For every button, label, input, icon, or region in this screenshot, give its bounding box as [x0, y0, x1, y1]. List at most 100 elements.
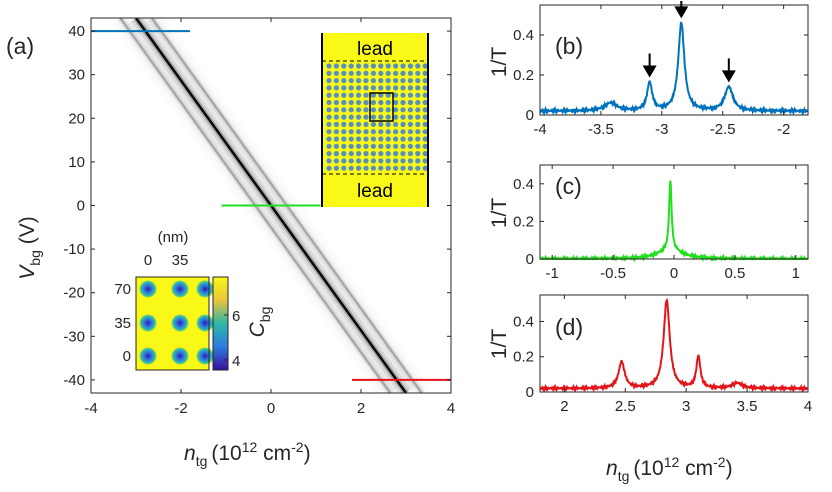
lattice-dot [378, 121, 384, 127]
lattice-dot [422, 70, 428, 76]
lattice-dot [407, 151, 413, 157]
lattice-dot [385, 85, 391, 91]
a-ytick-label-2: 20 [68, 110, 85, 127]
lattice-dot [370, 78, 376, 84]
lattice-dot [378, 165, 384, 171]
lattice-dot [415, 70, 421, 76]
unit-cell-box [369, 92, 394, 122]
lattice-dot [378, 99, 384, 106]
potential-dot [139, 280, 157, 298]
lattice-dot [348, 151, 354, 157]
lattice-dot [348, 63, 354, 69]
lattice-dot [385, 143, 391, 149]
lattice-dot [385, 136, 391, 142]
panel-b-frame [539, 4, 809, 116]
a-xtick-label-4: 4 [447, 400, 455, 417]
lattice-dot [385, 114, 391, 120]
a-ytick-label-0: 40 [68, 23, 85, 40]
lattice-dot [400, 70, 406, 76]
lattice-dot [341, 63, 347, 69]
lattice-dot [356, 129, 362, 135]
lattice-dot [370, 129, 376, 135]
inset-unit-label: (nm) [158, 229, 189, 246]
lattice-dot [370, 92, 376, 98]
lattice-dot [407, 63, 413, 69]
lattice-dot [326, 143, 332, 149]
lattice-dot [326, 165, 332, 171]
lattice-dot [326, 70, 332, 76]
d-xlabel-cm: cm [679, 457, 713, 480]
lattice-dot [385, 151, 391, 157]
line-panels: -4 -3.5 -3 -2.5 -200.20.41/T(b)-1 -0.5 0 0.5 100… [488, 1, 812, 415]
lattice-dot [363, 165, 369, 171]
lattice-dot [348, 158, 354, 164]
panel-d-frame [539, 294, 809, 393]
lattice-dot [407, 165, 413, 171]
lead-inset: lead lead [321, 33, 429, 207]
lattice-dot [348, 114, 354, 120]
lattice-dot [363, 158, 369, 164]
lattice-dot [348, 143, 354, 149]
lattice-dot [393, 99, 399, 106]
lattice-dot [393, 151, 399, 157]
panel-d-xlabel: ntg (1012 cm-2) [606, 454, 733, 484]
potential-dot [196, 314, 214, 332]
lattice-dot [393, 107, 399, 113]
d-xtick-label-4: 4 [804, 398, 812, 415]
lattice-dot [415, 121, 421, 127]
ylabel-units: (V) [16, 216, 39, 250]
lattice-dot [415, 78, 421, 84]
lattice-dot [407, 78, 413, 84]
lattice-dot [333, 129, 339, 135]
xlabel-units: (10 [211, 442, 241, 465]
lattice-dot [378, 63, 384, 69]
lattice-dot [378, 136, 384, 142]
lattice-dot [407, 136, 413, 142]
potential-dot [139, 314, 157, 332]
xlabel-sup1: 12 [242, 439, 258, 455]
colorbar-tick-label-6: 6 [232, 308, 240, 325]
lattice-dot [407, 114, 413, 120]
lattice-dot [348, 165, 354, 171]
lattice-dot [422, 143, 428, 149]
lattice-dot [415, 85, 421, 91]
lattice-dot [378, 114, 384, 120]
a-xtick-label-3: 2 [357, 400, 365, 417]
lattice-dot [393, 121, 399, 127]
lattice-dot [415, 151, 421, 157]
potential-inset-frame [135, 276, 210, 371]
lattice-dot [415, 63, 421, 69]
lattice-dot [348, 92, 354, 98]
panel-label-a: (a) [6, 33, 34, 59]
a-xtick-label-2: 0 [267, 400, 275, 417]
lattice-dot [370, 143, 376, 149]
lattice-dot [333, 107, 339, 113]
lattice-dot [422, 63, 428, 69]
lattice-dot [415, 143, 421, 149]
xlabel-sup2: -2 [291, 439, 304, 455]
lattice-dot [407, 143, 413, 149]
panel-d-ylabel: 1/T [488, 329, 511, 360]
lattice-dot [422, 121, 428, 127]
lattice-dot [341, 143, 347, 149]
lattice-dot [407, 70, 413, 76]
lattice-dot [341, 78, 347, 84]
d-xlabel-sup2: -2 [713, 454, 726, 470]
a-ytick-label-4: 0 [77, 198, 85, 215]
lattice-dot [378, 92, 384, 98]
lattice-dot [393, 78, 399, 84]
lattice-dot [356, 107, 362, 113]
c-xtick-label-4: 1 [792, 265, 800, 282]
lattice-dot [400, 114, 406, 120]
lattice-dot [326, 78, 332, 84]
lattice-dot [363, 136, 369, 142]
lattice-dot [348, 78, 354, 84]
lattice-dot [422, 151, 428, 157]
lattice-dot [400, 165, 406, 171]
lattice-dot [370, 63, 376, 69]
lattice-dot [422, 92, 428, 98]
lattice-dot [370, 114, 376, 120]
a-ytick-label-1: 30 [68, 67, 85, 84]
